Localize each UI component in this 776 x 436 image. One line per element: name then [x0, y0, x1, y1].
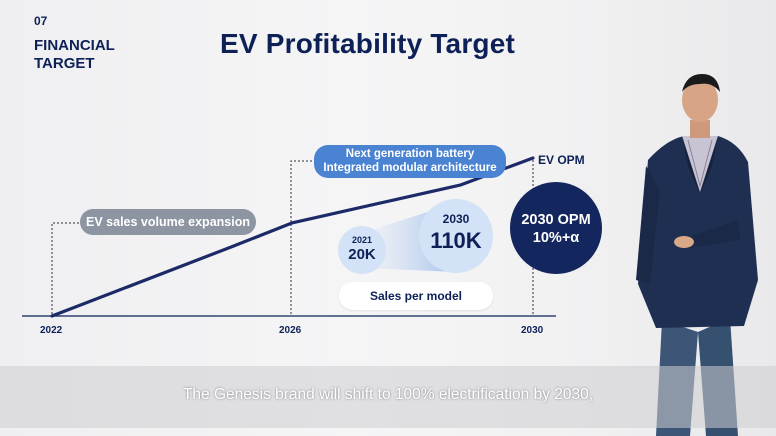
guide-2022: [51, 222, 80, 314]
opm-target-line2: 10%+α: [532, 230, 580, 246]
x-tick-2030: 2030: [521, 325, 544, 336]
x-tick-2026: 2026: [279, 325, 302, 336]
caption-band: [0, 366, 776, 428]
next-gen-line1: Next generation battery: [345, 148, 475, 160]
volume-expansion-label: EV sales volume expansion: [80, 209, 256, 235]
section-title: FINANCIAL TARGET: [34, 37, 115, 72]
sales-2030-circle: 2030 110K: [419, 199, 493, 273]
caption-text: The Genesis brand will shift to 100% ele…: [182, 386, 594, 403]
next-gen-label: Next generation battery Integrated modul…: [314, 145, 506, 178]
sales-2030-value: 110K: [430, 228, 482, 253]
guide-2026: [290, 160, 314, 314]
x-tick-2022: 2022: [40, 325, 63, 336]
page-title: EV Profitability Target: [220, 28, 516, 59]
opm-target-line1: 2030 OPM: [521, 212, 591, 228]
sales-2021-value: 20K: [348, 246, 376, 263]
next-gen-line2: Integrated modular architecture: [323, 162, 497, 174]
sales-2021-year: 2021: [351, 235, 373, 245]
opm-target-circle: 2030 OPM 10%+α: [510, 182, 602, 274]
sales-2030-year: 2030: [442, 212, 470, 226]
sales-per-model-label: Sales per model: [339, 282, 493, 310]
ev-opm-label: EV OPM: [538, 153, 585, 167]
sales-2021-circle: 2021 20K: [338, 226, 386, 274]
section-number: 07: [34, 14, 48, 28]
